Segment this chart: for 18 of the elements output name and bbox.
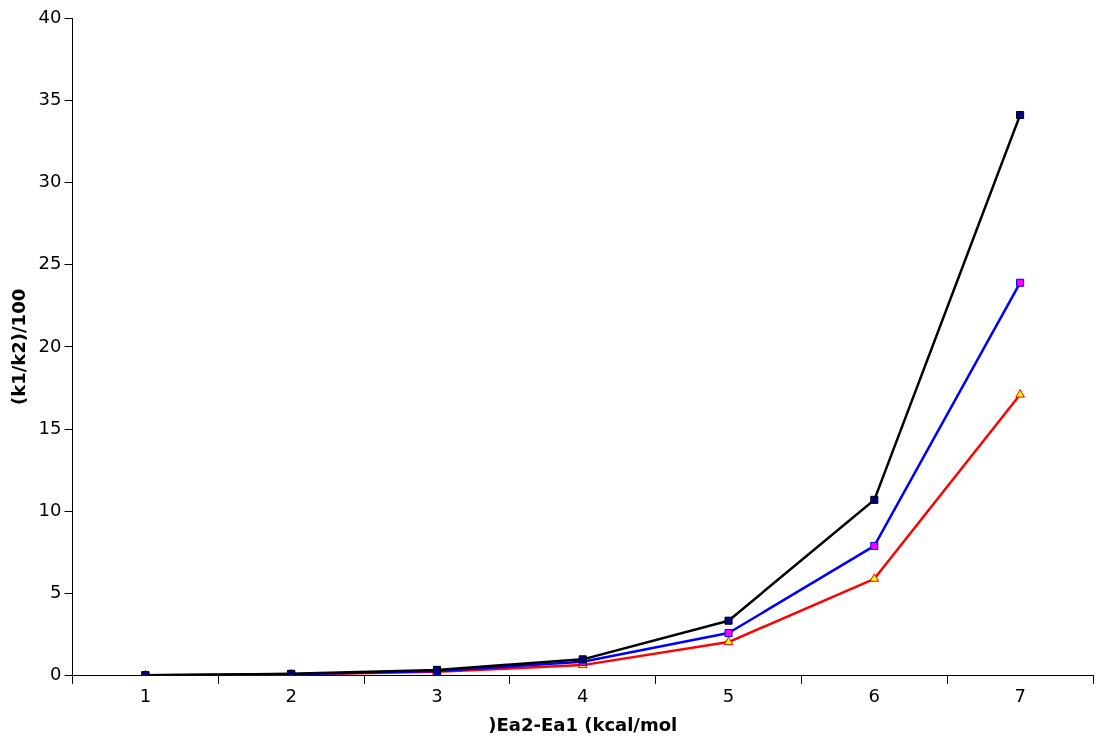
y-tick-label: 40 [38, 5, 62, 27]
y-tick-label: 5 [50, 581, 62, 603]
x-tick-label: 7 [1014, 685, 1026, 707]
x-tick-label: 6 [868, 685, 881, 707]
y-tick-label: 25 [38, 252, 62, 274]
x-tick-label: 2 [285, 685, 297, 707]
x-axis-title: )Ea2-Ea1 (kcal/mol [488, 713, 678, 735]
x-tick-label: 3 [431, 685, 443, 707]
y-tick-label: 15 [38, 416, 62, 438]
y-tick-label: 30 [38, 170, 62, 192]
y-tick-label: 35 [38, 87, 62, 109]
y-tick-label: 10 [38, 499, 62, 521]
x-tick-label: 4 [577, 685, 589, 707]
y-axis-title: (k1/k2)/100 [8, 288, 30, 405]
x-tick-label: 5 [722, 685, 735, 707]
x-tick-label: 1 [139, 685, 152, 707]
y-tick-label: 0 [50, 663, 62, 685]
y-tick-label: 20 [38, 334, 62, 356]
